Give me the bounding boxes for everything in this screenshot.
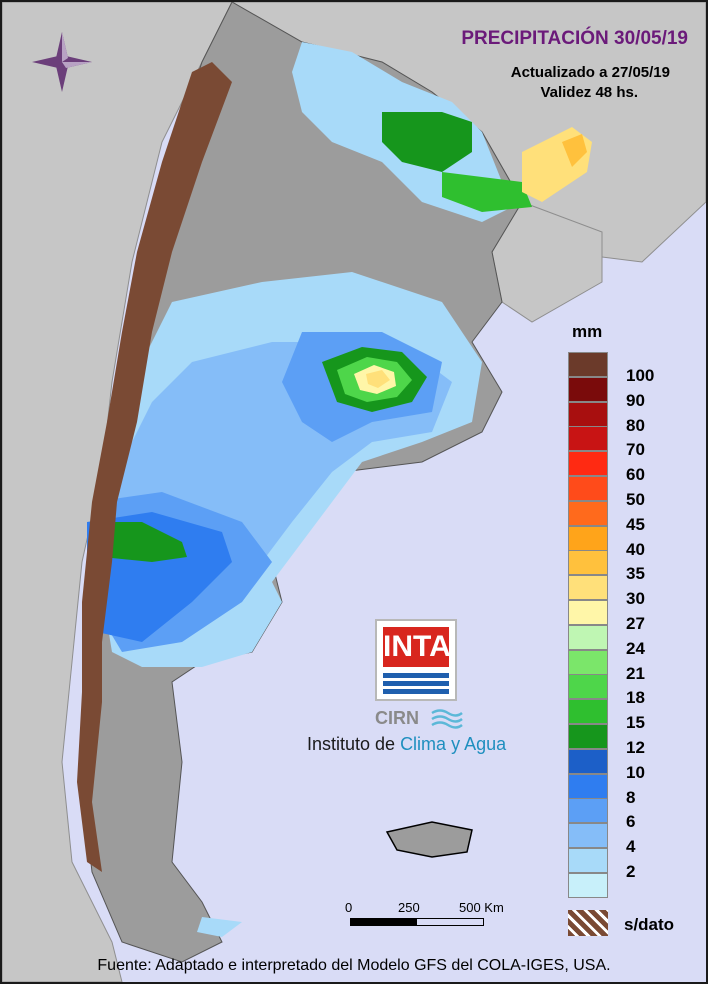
- logo-stripe: [383, 689, 449, 694]
- institute-highlight: Clima y Agua: [400, 734, 507, 754]
- precip-ne-band: [442, 172, 532, 212]
- validity: Validez 48 hs.: [540, 84, 638, 101]
- legend-swatch: [568, 575, 608, 601]
- legend-swatch: [568, 500, 608, 526]
- legend-label: 45: [626, 514, 645, 534]
- legend-swatch: [568, 525, 608, 551]
- legend-swatch: [568, 376, 608, 402]
- legend-swatch: [568, 624, 608, 650]
- legend-label: 4: [626, 837, 636, 857]
- legend-label: 60: [626, 465, 645, 485]
- legend-swatch: [568, 476, 608, 501]
- legend-label: 40: [626, 539, 645, 559]
- legend-swatch: [568, 352, 608, 377]
- legend-label: 10: [626, 762, 645, 782]
- legend-label: 15: [626, 713, 645, 733]
- legend-label: 27: [626, 614, 645, 633]
- legend-swatch: [568, 600, 608, 625]
- legend-swatch: [568, 773, 608, 799]
- scale-bar: [350, 918, 484, 926]
- legend-swatch: [568, 848, 608, 873]
- map-title: PRECIPITACIÓN 30/05/19: [461, 28, 688, 49]
- waves-icon: [430, 708, 464, 735]
- legend-swatch: [568, 649, 608, 675]
- legend-swatch: [568, 699, 608, 725]
- logo-stripe: [383, 681, 449, 686]
- legend-label: 18: [626, 688, 645, 708]
- legend-label: 80: [626, 415, 645, 435]
- legend-label: 50: [626, 490, 645, 509]
- institute-prefix: Instituto de: [307, 734, 401, 754]
- cirn-label: CIRN: [375, 708, 419, 728]
- legend-swatch: [568, 748, 608, 774]
- legend-label: 12: [626, 738, 645, 757]
- no-data-andes: [77, 62, 232, 872]
- legend-swatch: [568, 674, 608, 700]
- precip-central-orange: [366, 370, 390, 388]
- legend-swatch: [568, 872, 608, 898]
- legend-swatch: [568, 401, 608, 427]
- no-data-label: s/dato: [624, 915, 675, 934]
- source-footer: Fuente: Adaptado e interpretado del Mode…: [97, 957, 611, 974]
- institute-name: Instituto de Clima y Agua: [307, 734, 506, 755]
- precip-ne-green: [382, 112, 472, 172]
- legend-label: 35: [626, 564, 645, 584]
- no-data-swatch: [568, 910, 608, 936]
- precip-south-green: [94, 522, 187, 562]
- scale-label-0: 0: [345, 900, 353, 915]
- legend-label: 24: [626, 638, 645, 658]
- updated-date: Actualizado a 27/05/19: [510, 64, 670, 81]
- legend-swatch: [568, 451, 608, 477]
- inta-logo: INTA: [375, 619, 457, 701]
- legend-label: 2: [626, 862, 636, 881]
- legend-label: 90: [626, 390, 645, 410]
- legend-swatch: [568, 426, 608, 452]
- legend-label: 70: [626, 440, 645, 460]
- legend-label: 100: [626, 366, 655, 385]
- legend-label: 8: [626, 787, 636, 807]
- malvinas-islands: [385, 821, 473, 858]
- legend-label: 21: [626, 663, 645, 683]
- scale-label-250: 250: [398, 900, 420, 915]
- precip-misiones-orange: [562, 134, 587, 167]
- inta-logo-text: INTA: [383, 627, 451, 667]
- legend-swatch: [568, 823, 608, 849]
- compass-rose-icon: [28, 28, 96, 101]
- legend-label: 30: [626, 589, 645, 609]
- logo-stripe: [383, 673, 449, 678]
- legend-unit: mm: [572, 322, 603, 341]
- scale-label-500: 500 Km: [459, 900, 504, 915]
- legend-label: 6: [626, 812, 636, 832]
- legend-swatch: [568, 550, 608, 576]
- legend-swatch: [568, 724, 608, 749]
- precip-tierra-del-fuego: [197, 917, 242, 937]
- legend-swatch: [568, 798, 608, 824]
